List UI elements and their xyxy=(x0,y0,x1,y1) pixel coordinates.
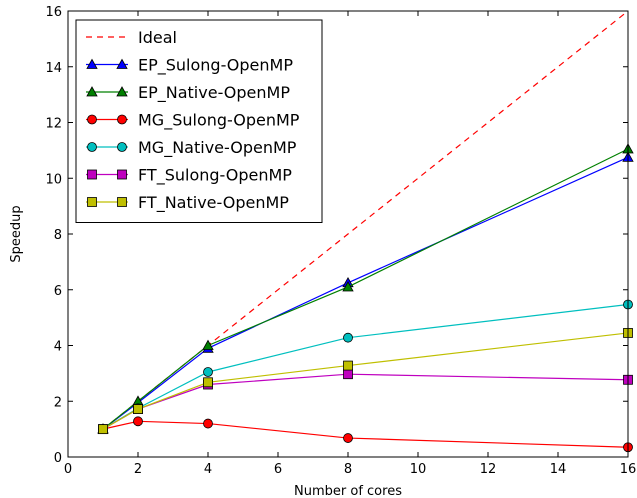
legend-label: EP_Native-OpenMP xyxy=(138,83,290,103)
legend-swatch-marker xyxy=(117,169,127,180)
x-tick-label: 0 xyxy=(64,462,72,477)
ft-native-openmp-point xyxy=(133,404,143,414)
x-tick-label: 6 xyxy=(274,462,282,477)
x-tick-label: 12 xyxy=(480,462,497,477)
x-tick-label: 8 xyxy=(344,462,352,477)
series-mg-sulong-openmp xyxy=(98,416,633,453)
mg-sulong-openmp-point xyxy=(203,418,213,429)
ep-native-openmp-point xyxy=(202,339,214,350)
mg-sulong-openmp-line xyxy=(102,420,629,448)
legend-entry-ep-native-openmp: EP_Native-OpenMP xyxy=(86,83,290,103)
y-tick-label: 12 xyxy=(45,117,62,132)
legend-swatch-marker xyxy=(87,142,97,152)
ft-native-openmp-point xyxy=(203,377,213,388)
x-tick-label: 16 xyxy=(620,462,637,477)
legend-swatch-marker xyxy=(87,197,97,207)
legend-label: MG_Sulong-OpenMP xyxy=(138,111,300,131)
legend-label: MG_Native-OpenMP xyxy=(138,138,297,158)
y-tick-label: 10 xyxy=(45,172,62,187)
x-tick-label: 14 xyxy=(550,462,567,477)
x-axis-label: Number of cores xyxy=(294,484,402,498)
legend-entry-mg-native-openmp: MG_Native-OpenMP xyxy=(86,138,297,158)
mg-sulong-openmp-point xyxy=(133,416,143,427)
legend-entry-mg-sulong-openmp: MG_Sulong-OpenMP xyxy=(86,111,300,131)
series-ft-sulong-openmp xyxy=(98,369,633,435)
legend-box xyxy=(75,19,323,223)
legend-swatch-marker xyxy=(86,86,98,97)
legend-swatch-marker xyxy=(87,114,97,125)
legend-swatch-marker xyxy=(87,169,97,180)
y-tick-label: 6 xyxy=(54,284,62,299)
ft-native-openmp-line xyxy=(102,332,629,430)
ft-sulong-openmp-point xyxy=(343,369,353,380)
y-tick-label: 16 xyxy=(45,5,62,20)
series-layer xyxy=(97,10,634,453)
legend-swatch-marker xyxy=(86,58,98,69)
legend-swatch-marker xyxy=(117,114,127,125)
mg-native-openmp-point xyxy=(343,332,353,343)
legend-swatch-marker xyxy=(116,86,128,97)
mg-native-openmp-point xyxy=(203,367,213,377)
y-tick-label: 14 xyxy=(45,61,62,76)
ep-native-openmp-point xyxy=(342,281,354,292)
ft-native-openmp-point xyxy=(98,424,108,435)
legend-label: Ideal xyxy=(138,28,177,47)
x-tick-label: 10 xyxy=(410,462,427,477)
legend-entry-ft-sulong-openmp: FT_Sulong-OpenMP xyxy=(86,166,292,186)
y-tick-label: 2 xyxy=(54,395,62,410)
ft-sulong-openmp-line xyxy=(102,373,629,430)
legend-label: FT_Sulong-OpenMP xyxy=(138,166,292,186)
x-tick-label: 2 xyxy=(134,462,142,477)
x-tick-label: 4 xyxy=(204,462,212,477)
legend-label: FT_Native-OpenMP xyxy=(138,193,289,213)
legend-label: EP_Sulong-OpenMP xyxy=(138,56,293,76)
ft-native-openmp-point xyxy=(343,360,353,371)
series-mg-native-openmp xyxy=(98,299,633,435)
y-tick-label: 8 xyxy=(54,228,62,243)
legend-entry-ft-native-openmp: FT_Native-OpenMP xyxy=(86,193,289,213)
legend-entry-ideal: Ideal xyxy=(86,28,177,47)
legend-swatch-marker xyxy=(116,58,128,69)
y-axis-label: Speedup xyxy=(9,205,24,262)
legend-entry-ep-sulong-openmp: EP_Sulong-OpenMP xyxy=(86,56,293,76)
y-tick-label: 0 xyxy=(54,451,62,466)
mg-sulong-openmp-point xyxy=(343,433,353,443)
legend-swatch-marker xyxy=(117,197,127,207)
series-ft-native-openmp xyxy=(98,328,633,435)
legend: Ideal EP_Sulong-OpenMP EP_Native-OpenMP MG_… xyxy=(75,19,323,223)
y-tick-label: 4 xyxy=(54,340,62,355)
axis-ticks: 0 2 4 6 8 10 12 14 16 0 2 4 6 8 10 12 14 16 xyxy=(45,5,636,477)
legend-swatch-marker xyxy=(117,142,127,152)
